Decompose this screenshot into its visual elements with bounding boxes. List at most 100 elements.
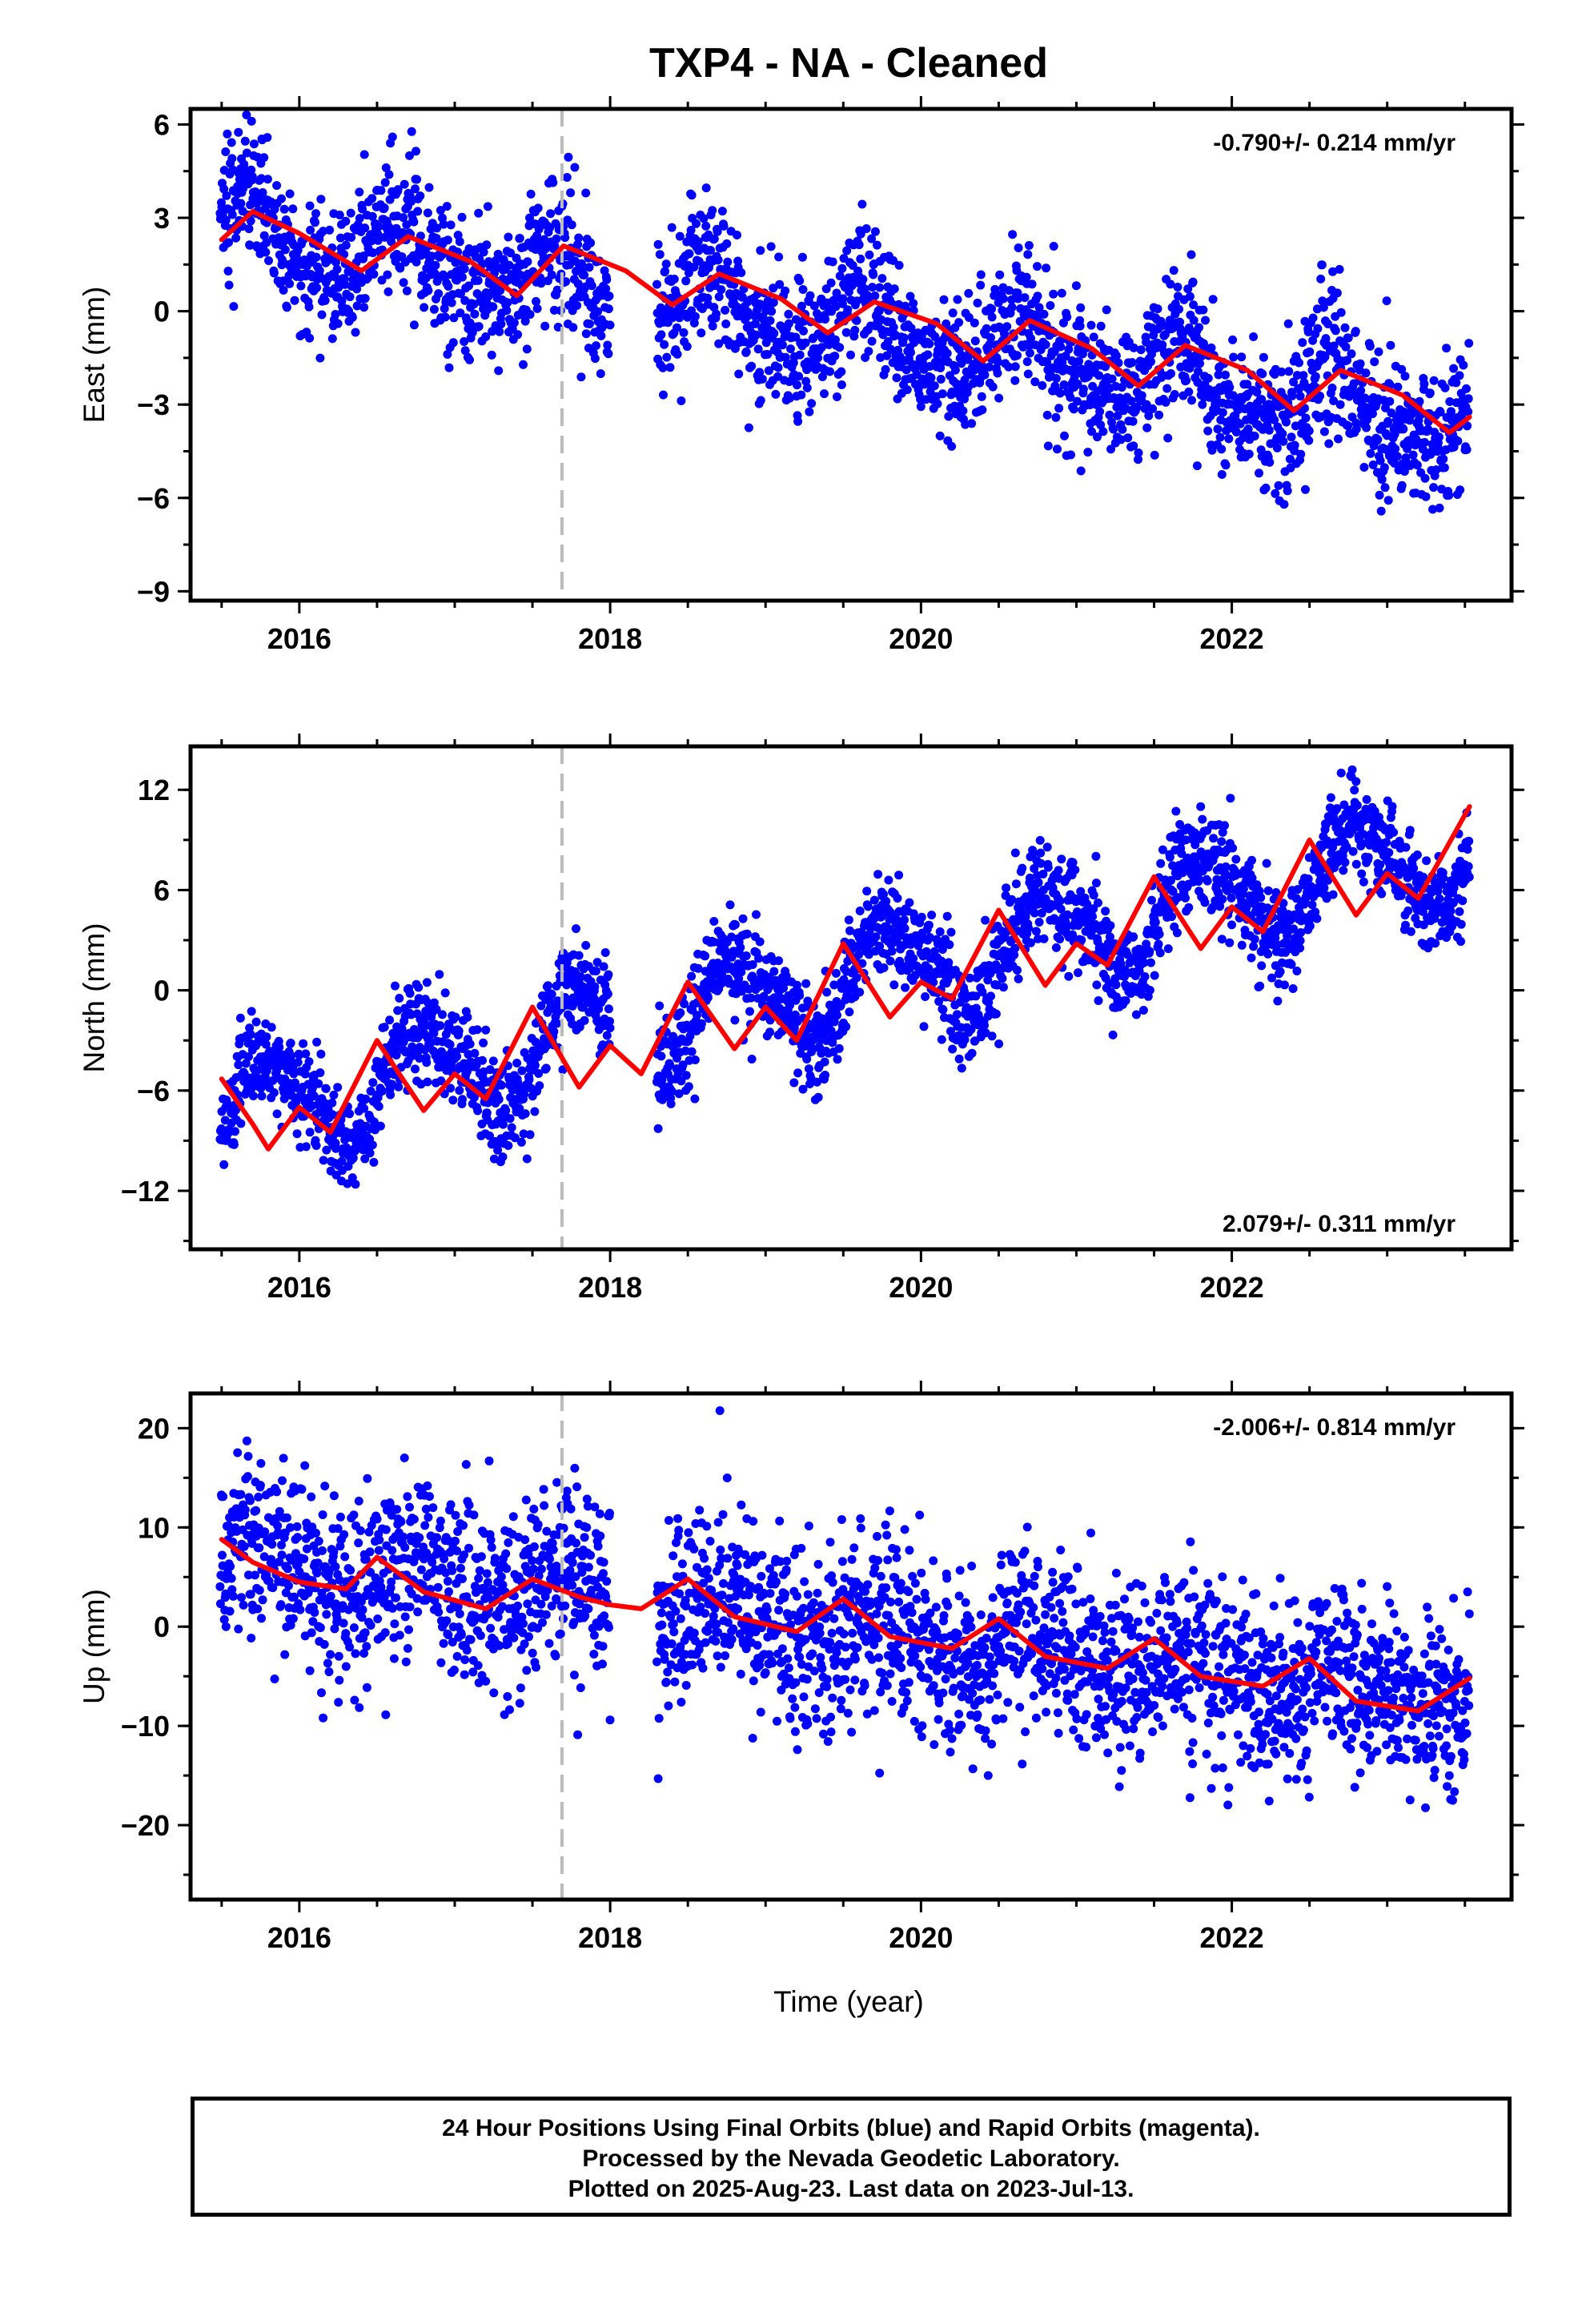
east-point [774, 252, 784, 262]
north-point [301, 1142, 311, 1152]
north-point [1068, 930, 1078, 939]
north-point [375, 1121, 385, 1131]
east-point [820, 389, 829, 399]
east-point [257, 174, 266, 183]
north-point [924, 963, 934, 973]
north-point [945, 940, 954, 950]
east-point [771, 389, 781, 399]
north-point [885, 956, 895, 966]
east-point [1203, 426, 1213, 436]
east-point [865, 250, 874, 259]
east-point [412, 175, 422, 184]
east-point [733, 256, 743, 266]
east-point [1351, 327, 1360, 336]
east-point [821, 284, 831, 294]
east-point [963, 355, 973, 364]
east-point [661, 267, 670, 276]
east-point [870, 227, 880, 236]
north-point [368, 1078, 378, 1088]
north-point [1163, 944, 1173, 954]
east-point [223, 129, 232, 139]
east-point [1429, 483, 1439, 493]
east-point [717, 207, 727, 216]
east-point [1412, 460, 1422, 470]
east-point [954, 318, 964, 328]
north-point [268, 1076, 278, 1085]
east-point [950, 365, 960, 375]
east-point [1271, 489, 1280, 498]
east-point [578, 262, 587, 271]
east-point [1061, 352, 1070, 361]
east-point [479, 247, 488, 257]
east-point [1208, 295, 1218, 304]
east-point [985, 340, 994, 349]
north-point [485, 1131, 494, 1140]
east-point [483, 202, 492, 211]
east-point [781, 352, 790, 362]
east-point [333, 319, 343, 328]
north-point [440, 988, 450, 998]
north-point [833, 1011, 841, 1020]
east-point [1290, 440, 1299, 450]
east-point [837, 367, 846, 376]
north-point [954, 1054, 964, 1063]
east-point [1162, 384, 1172, 393]
east-point [596, 369, 605, 379]
east-point [367, 194, 377, 203]
north-point [1146, 958, 1155, 967]
east-point [239, 159, 249, 169]
east-point [1094, 371, 1104, 380]
north-point [1131, 1010, 1141, 1019]
east-point [697, 328, 706, 338]
east-point [681, 276, 691, 286]
east-point [721, 320, 731, 328]
east-point [1429, 376, 1439, 385]
north-point [1256, 893, 1266, 903]
east-point [1279, 436, 1288, 446]
north-point [1106, 921, 1115, 931]
east-point [1377, 475, 1387, 485]
east-point [1214, 370, 1223, 380]
east-point [416, 191, 425, 201]
east-point [967, 419, 977, 428]
east-point [547, 270, 556, 279]
east-point [1187, 396, 1196, 405]
north-point [536, 1001, 546, 1011]
north-point [1029, 848, 1038, 858]
east-point [1195, 359, 1205, 368]
east-point [799, 326, 808, 336]
north-point [1111, 980, 1121, 990]
east-point [1332, 288, 1342, 298]
north-point [498, 1152, 508, 1162]
north-point [845, 926, 854, 935]
east-point [1148, 404, 1158, 413]
north-point [924, 920, 934, 930]
east-point [1161, 330, 1170, 340]
east-point [227, 154, 237, 163]
north-point [854, 950, 864, 959]
north-point [1077, 935, 1086, 945]
east-point [384, 170, 394, 179]
east-point [982, 324, 991, 333]
east-point [460, 264, 469, 274]
north-point [987, 1031, 997, 1041]
north-point [965, 973, 974, 983]
east-point [1229, 352, 1239, 362]
north-point [917, 912, 926, 922]
north-point [423, 1077, 432, 1087]
east-point [906, 348, 915, 357]
north-point [520, 1109, 530, 1119]
north-point [513, 1077, 523, 1087]
east-point [942, 348, 952, 358]
east-point [1243, 380, 1252, 389]
east-point [682, 342, 692, 352]
east-point [1336, 308, 1346, 317]
east-point [507, 270, 516, 279]
east-point [407, 197, 416, 206]
east-point [345, 292, 355, 302]
east-point [282, 303, 291, 312]
east-point [667, 223, 677, 232]
north-point [267, 1023, 276, 1032]
north-point [852, 973, 861, 983]
